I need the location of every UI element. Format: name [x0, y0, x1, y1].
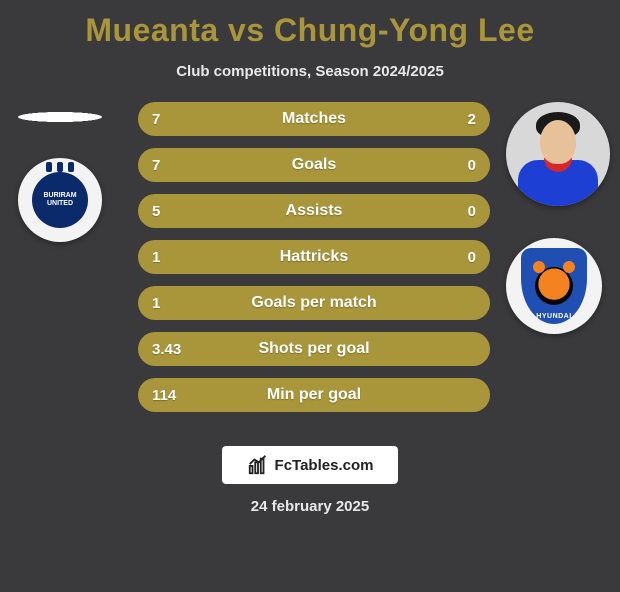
stat-row: 3.43Shots per goal — [138, 332, 490, 366]
stat-bars: 72Matches 70Goals 50Assists 10Hattricks 1Goa… — [138, 102, 490, 424]
stat-label: Hattricks — [138, 240, 490, 274]
club-left-logo: BURIRAMUNITED — [18, 158, 102, 242]
club-right-logo: HYUNDAI — [506, 238, 602, 334]
stat-row: 72Matches — [138, 102, 490, 136]
stat-row: 114Min per goal — [138, 378, 490, 412]
date-label: 24 february 2025 — [0, 498, 620, 515]
page-title: Mueanta vs Chung-Yong Lee — [0, 12, 620, 49]
player-left-photo — [6, 102, 114, 132]
subtitle: Club competitions, Season 2024/2025 — [0, 63, 620, 80]
stat-label: Matches — [138, 102, 490, 136]
site-name: FcTables.com — [275, 457, 374, 474]
stat-row: 70Goals — [138, 148, 490, 182]
player-right-photo — [506, 102, 610, 206]
chart-icon — [247, 454, 269, 476]
stat-row: 1Goals per match — [138, 286, 490, 320]
buriram-crest-text: BURIRAMUNITED — [43, 192, 76, 207]
stat-label: Min per goal — [138, 378, 490, 412]
site-badge: FcTables.com — [222, 446, 398, 484]
stat-row: 50Assists — [138, 194, 490, 228]
stat-label: Assists — [138, 194, 490, 228]
comparison-panel: BURIRAMUNITED HYUNDAI 72Matches 70Goals 50… — [0, 102, 620, 432]
ulsan-crest-icon: HYUNDAI — [521, 248, 587, 324]
stat-label: Goals per match — [138, 286, 490, 320]
stat-label: Goals — [138, 148, 490, 182]
stat-label: Shots per goal — [138, 332, 490, 366]
stat-row: 10Hattricks — [138, 240, 490, 274]
buriram-crest-icon: BURIRAMUNITED — [32, 172, 88, 228]
